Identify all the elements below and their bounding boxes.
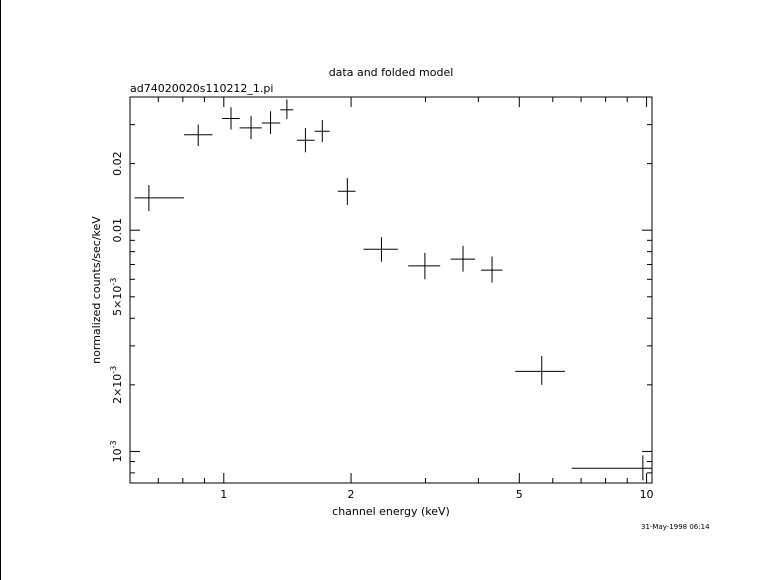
data-point <box>363 237 398 262</box>
data-point <box>314 119 330 143</box>
y-axis-tick-labels: 0.02 0.01 5×10-3 2×10-3 10-3 <box>109 151 124 462</box>
data-point <box>515 356 565 385</box>
data-point <box>408 252 441 280</box>
data-point <box>571 455 652 481</box>
plot-frame <box>129 96 653 484</box>
x-axis-label: channel energy (keV) <box>332 505 450 518</box>
chart-subtitle: ad74020020s110212_1.pi <box>130 82 273 95</box>
x-tick-label: 1 <box>220 488 227 501</box>
data-point <box>450 245 476 272</box>
x-tick-label: 5 <box>516 488 523 501</box>
y-axis-label: normalized counts/sec/keV <box>90 216 103 364</box>
chart-title: data and folded model <box>329 66 454 79</box>
data-point <box>280 99 294 120</box>
data-point <box>337 178 356 205</box>
data-points <box>134 99 652 481</box>
data-point <box>261 111 281 135</box>
y-axis-ticks <box>130 96 652 474</box>
x-axis-ticks <box>157 97 648 483</box>
data-point <box>183 124 213 147</box>
y-tick-label: 0.02 <box>111 151 124 176</box>
y-tick-label: 2×10-3 <box>109 366 124 404</box>
x-axis-tick-labels: 1 2 5 10 <box>220 488 653 501</box>
x-tick-label: 10 <box>640 488 654 501</box>
y-tick-label: 0.01 <box>111 218 124 243</box>
y-tick-label: 10-3 <box>109 440 124 462</box>
data-point <box>221 107 240 130</box>
data-point <box>134 185 184 212</box>
data-point <box>239 116 262 140</box>
data-point <box>481 256 503 283</box>
x-tick-label: 2 <box>348 488 355 501</box>
y-tick-label: 5×10-3 <box>109 278 124 316</box>
timestamp: 31-May-1998 06:14 <box>641 523 710 531</box>
data-point <box>297 127 315 153</box>
left-border-line <box>0 0 1 580</box>
